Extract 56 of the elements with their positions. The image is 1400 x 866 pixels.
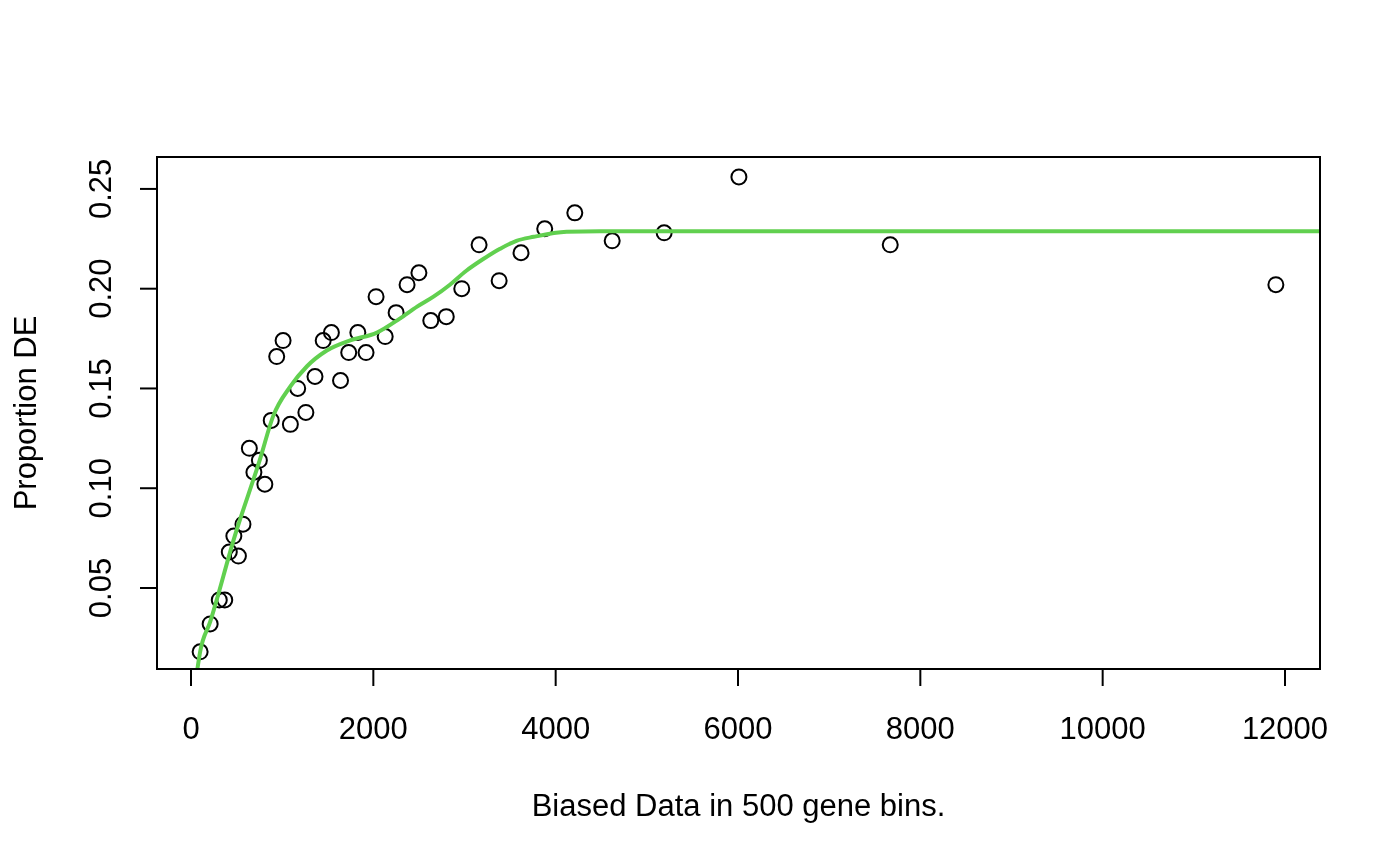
point — [281, 415, 299, 433]
point — [881, 236, 899, 254]
point — [220, 543, 238, 561]
y-tick-label: 0.15 — [83, 358, 118, 419]
point — [512, 244, 530, 262]
point — [322, 324, 340, 342]
point — [340, 344, 358, 362]
point — [376, 328, 394, 346]
point — [357, 344, 375, 362]
point — [256, 475, 274, 493]
x-tick-label: 8000 — [885, 711, 955, 746]
x-tick-label: 10000 — [1059, 711, 1146, 746]
x-tick-label: 0 — [182, 711, 200, 746]
point — [274, 332, 292, 350]
point — [332, 371, 350, 389]
point — [367, 288, 385, 306]
point — [422, 312, 440, 330]
point — [225, 527, 243, 545]
point — [262, 411, 280, 429]
point — [398, 276, 416, 294]
point — [191, 643, 209, 661]
point — [229, 547, 247, 565]
point — [1267, 276, 1285, 294]
y-tick-label: 0.25 — [83, 158, 118, 220]
point — [234, 515, 252, 533]
point — [245, 463, 263, 481]
point — [410, 264, 428, 282]
y-axis-title: Proportion DE — [8, 315, 43, 511]
point — [655, 224, 673, 242]
y-tick-label: 0.10 — [83, 458, 118, 519]
point — [268, 348, 286, 366]
point — [314, 332, 332, 350]
x-tick-label: 12000 — [1241, 711, 1329, 746]
x-tick-label: 6000 — [703, 711, 773, 746]
point — [470, 236, 488, 254]
x-axis-title: Biased Data in 500 gene bins. — [531, 788, 946, 823]
x-tick-label: 2000 — [338, 711, 408, 746]
point — [201, 615, 219, 633]
point — [730, 168, 748, 186]
point — [536, 220, 554, 238]
point — [453, 280, 471, 298]
point — [240, 439, 258, 457]
point — [437, 308, 455, 326]
point — [216, 591, 234, 609]
y-tick-label: 0.05 — [83, 557, 118, 619]
point — [306, 368, 324, 385]
point — [297, 403, 315, 421]
point — [603, 232, 621, 250]
point — [566, 204, 584, 222]
point — [210, 591, 228, 609]
point — [349, 324, 367, 342]
y-tick-label: 0.20 — [83, 258, 118, 319]
point — [490, 272, 508, 290]
line-series — [195, 229, 1320, 669]
x-tick-label: 4000 — [521, 711, 591, 746]
point — [250, 451, 268, 469]
